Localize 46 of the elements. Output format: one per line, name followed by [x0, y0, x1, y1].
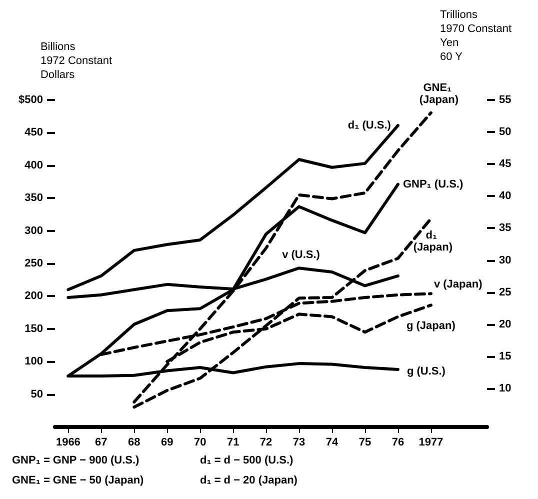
series-label: d₁ (Japan) [413, 230, 453, 254]
y2-tick-label: 20 [499, 318, 512, 330]
y-tick-label: 400 [24, 159, 43, 172]
y2-tick-label: 55 [499, 94, 512, 106]
y-tick-label: 350 [24, 192, 43, 204]
series-label: GNP₁ (U.S.) [402, 178, 464, 190]
y2-tick-label: 35 [499, 222, 512, 234]
y-tick-label: 250 [24, 258, 43, 270]
series-label: GNE₁ (Japan) [419, 82, 459, 106]
y-axis-title: Billions 1972 Constant Dollars [40, 41, 112, 81]
y-tick-label: 50 [30, 388, 43, 400]
y2-axis-title: Trillions 1970 Constant Yen 60 Y [440, 9, 512, 63]
series-label: g (Japan) [406, 320, 456, 332]
x-tick-label: 67 [95, 436, 108, 448]
x-tick-label: 68 [128, 436, 140, 448]
x-tick-label: 74 [326, 436, 339, 448]
y-tick-label: 150 [24, 322, 43, 335]
x-tick-label: 69 [160, 436, 174, 448]
x-tick-label: 1977 [418, 436, 444, 448]
y2-tick-label: 40 [499, 190, 512, 202]
x-tick-label: 72 [260, 436, 272, 448]
y2-tick-label: 30 [499, 254, 512, 266]
y-tick-label: 200 [24, 290, 43, 302]
series-label: d₁ (U.S.) [348, 120, 392, 132]
series-label: v (Japan) [434, 278, 483, 291]
series-label: v (U.S.) [282, 249, 320, 262]
text: GNP₁ = GNP − 900 (U.S.) [12, 454, 140, 466]
y-tick-label: 450 [24, 126, 43, 139]
x-tick-label: 73 [292, 436, 306, 448]
x-tick-label: 1966 [56, 436, 80, 448]
text: d₁ = d − 20 (Japan) [200, 474, 298, 486]
y2-tick-label: 50 [499, 126, 512, 138]
y2-tick-label: 45 [499, 158, 512, 170]
y2-tick-label: 10 [499, 382, 512, 395]
text: d₁ = d − 500 (U.S.) [200, 454, 294, 466]
series-label: g (U.S.) [406, 365, 446, 378]
y2-tick-label: 15 [499, 350, 512, 362]
y-tick-label: 300 [24, 224, 43, 237]
y2-tick-label: 25 [499, 286, 512, 298]
x-tick-label: 75 [358, 436, 372, 448]
x-tick-label: 71 [226, 436, 240, 448]
y-tick-label: $500 [18, 94, 43, 106]
x-tick-label: 76 [392, 436, 404, 448]
text: GNE₁ = GNE − 50 (Japan) [12, 474, 144, 486]
y-tick-label: 100 [24, 356, 43, 368]
x-tick-label: 70 [194, 436, 206, 448]
